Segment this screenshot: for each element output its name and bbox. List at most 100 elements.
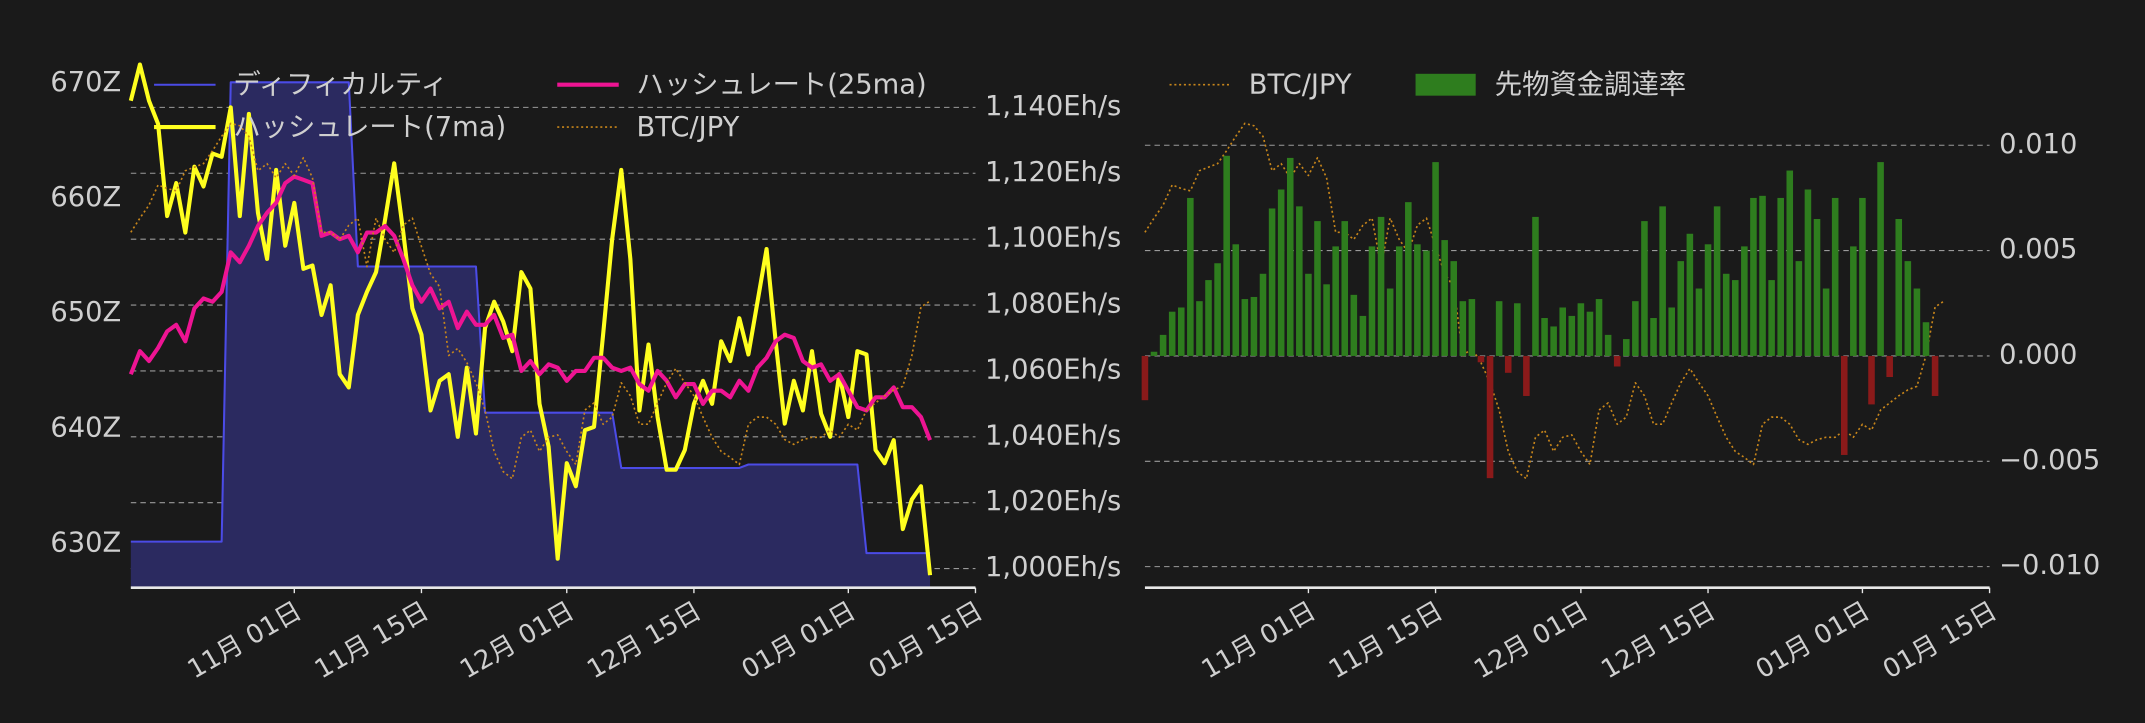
bar [1432,162,1439,356]
y-tick-label: 670Z [50,67,121,98]
bar [1668,307,1675,356]
bar [1586,311,1594,356]
bar [1187,197,1194,356]
bar [1895,219,1903,356]
bar [1150,351,1158,356]
x-tick-label: 12月 01日 [1469,596,1593,685]
x-tick-label: 11月 15日 [310,596,434,685]
bar [1341,221,1349,356]
bar [1713,206,1721,356]
y-tick-label: 650Z [50,297,121,328]
legend-label: ハッシュレート(25ma) [637,70,927,101]
bar [1650,318,1657,356]
y2-tick-label: 1,060Eh/s [985,354,1121,385]
bar [1750,197,1757,356]
bar [1232,244,1240,356]
bar [1759,195,1766,356]
bar [1768,280,1775,356]
bar [1777,197,1784,356]
legend-label: BTC/JPY [637,112,740,143]
bar [1559,307,1566,356]
bar [1223,155,1230,356]
bar [1450,261,1458,356]
bar [1177,307,1185,356]
y-tick-label: 0.000 [1999,339,2077,370]
bar [1886,355,1893,378]
bar [1904,261,1912,356]
bar [1868,355,1875,405]
bar [1786,170,1794,356]
x-tick-label: 01月 01日 [1751,596,1875,685]
bar [1286,157,1294,356]
bar [1277,189,1285,356]
bar [1813,219,1821,356]
y2-tick-label: 1,100Eh/s [985,223,1121,254]
y2-tick-label: 1,040Eh/s [985,420,1121,451]
y-tick-label: −0.005 [1999,445,2100,476]
bar [1268,208,1276,356]
bar [1922,322,1930,356]
bar [1704,244,1712,356]
bar [1568,315,1576,356]
bar [1495,301,1503,356]
y-tick-label: 0.010 [1999,129,2077,160]
series-line [1144,122,1945,480]
bar [1441,240,1448,356]
series-line [130,81,931,555]
bar [1604,334,1612,356]
bar [1395,246,1403,356]
bar [1804,189,1812,356]
bar [1632,301,1639,356]
bar [1623,339,1630,356]
bar [1595,299,1603,356]
bar [1695,288,1703,356]
x-tick-label: 01月 15日 [864,596,988,685]
x-tick-label: 01月 01日 [737,596,861,685]
bar [1686,233,1694,356]
y-tick-label: −0.010 [1999,550,2100,581]
x-tick-label: 12月 01日 [455,596,579,685]
y-tick-label: 640Z [50,412,121,443]
bar [1459,301,1467,356]
bar [1214,263,1221,356]
bar [1405,202,1412,356]
bar [1677,261,1685,356]
bar [1741,246,1748,356]
y2-tick-label: 1,120Eh/s [985,157,1121,188]
legend-label: ハッシュレート(7ma) [233,112,506,143]
bar [1196,301,1203,356]
legend-label: ディフィカルティ [233,70,448,101]
bar [1486,355,1494,479]
y-tick-label: 0.005 [1999,234,2077,265]
bar [1859,197,1866,356]
bar [1423,250,1430,356]
bar [1577,303,1585,356]
bar [1514,303,1521,356]
bar [1913,288,1921,356]
legend-swatch [1415,73,1476,96]
y2-tick-label: 1,000Eh/s [985,552,1121,583]
bar [1168,311,1176,356]
bar [1532,216,1539,356]
bar [1477,355,1485,363]
series-line [128,174,932,441]
bar [1931,355,1939,396]
bar [1731,280,1739,356]
bar [1377,216,1385,356]
bar [1831,197,1839,356]
legend-label: 先物資金調達率 [1495,70,1686,101]
bar [1659,206,1666,356]
x-tick-label: 11月 01日 [183,596,307,685]
y2-tick-label: 1,080Eh/s [985,289,1121,320]
bar [1323,284,1330,356]
bar [1641,221,1648,356]
bar [1332,246,1339,356]
series-line [130,122,931,480]
bar [1359,315,1367,356]
bar [1822,288,1830,356]
bar [1305,273,1312,356]
bar [1840,355,1848,455]
bar [1468,299,1476,356]
bar [1250,296,1258,356]
bar [1241,299,1249,356]
